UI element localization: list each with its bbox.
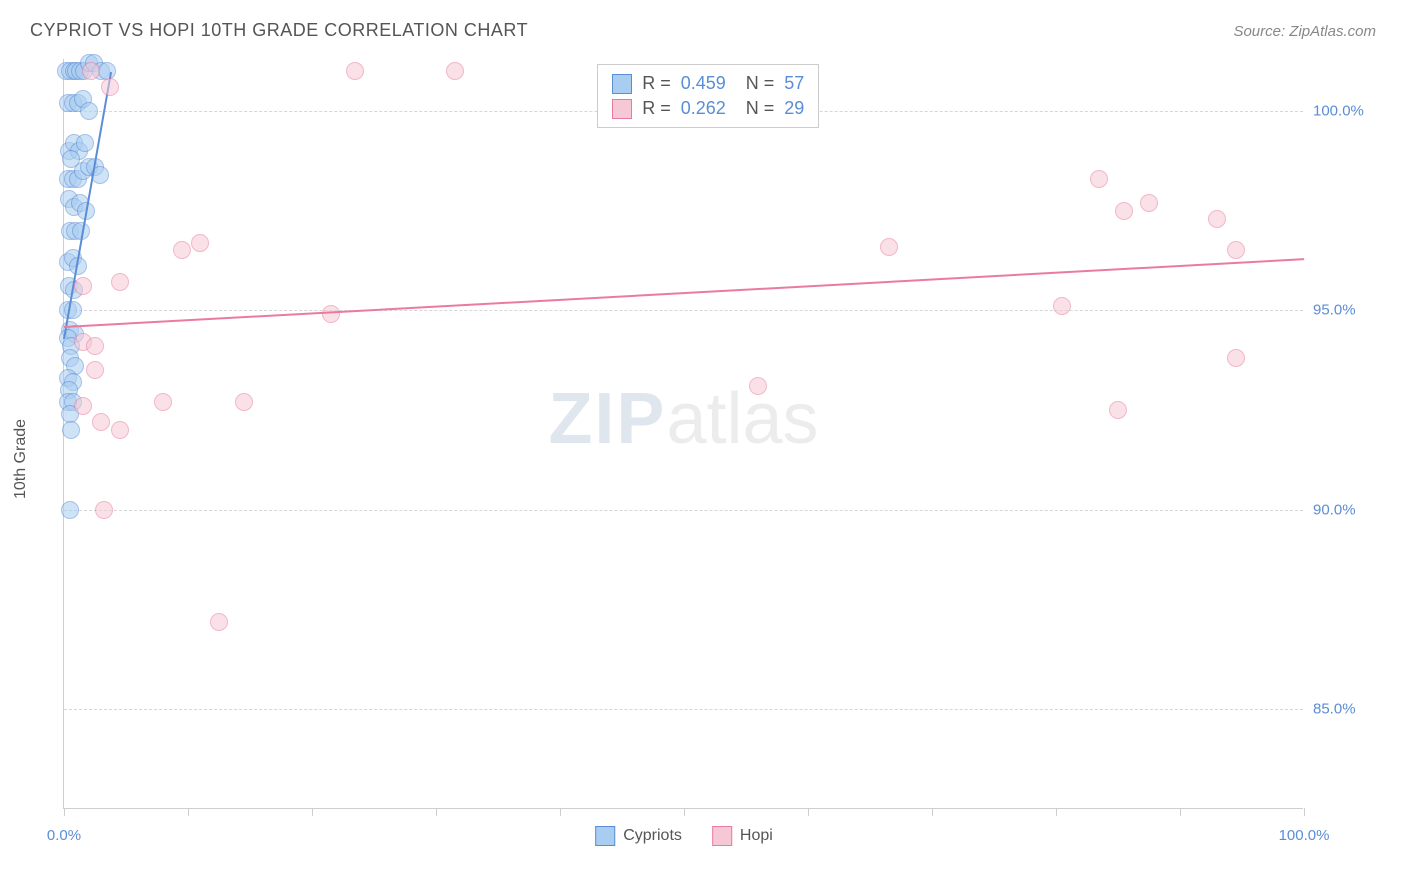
xtick bbox=[560, 808, 561, 816]
xtick-label: 100.0% bbox=[1279, 827, 1330, 844]
xtick bbox=[932, 808, 933, 816]
chart-title: CYPRIOT VS HOPI 10TH GRADE CORRELATION C… bbox=[30, 20, 528, 41]
xtick bbox=[64, 808, 65, 816]
data-point bbox=[191, 234, 209, 252]
data-point bbox=[235, 393, 253, 411]
data-point bbox=[880, 238, 898, 256]
legend-swatch bbox=[612, 74, 632, 94]
data-point bbox=[1227, 349, 1245, 367]
data-point bbox=[82, 62, 100, 80]
xtick bbox=[808, 808, 809, 816]
legend-label: Hopi bbox=[740, 827, 773, 845]
ytick-label: 85.0% bbox=[1313, 701, 1373, 718]
data-point bbox=[1053, 297, 1071, 315]
xtick bbox=[436, 808, 437, 816]
data-point bbox=[1115, 202, 1133, 220]
legend-swatch bbox=[595, 826, 615, 846]
stat-n-label: N = bbox=[746, 98, 775, 119]
stats-legend: R = 0.459 N = 57 R = 0.262 N = 29 bbox=[597, 64, 819, 128]
stat-n-value: 57 bbox=[784, 73, 804, 94]
stat-r-value: 0.459 bbox=[681, 73, 726, 94]
y-axis-label: 10th Grade bbox=[12, 419, 30, 499]
legend-item: Hopi bbox=[712, 826, 773, 846]
stat-n-label: N = bbox=[746, 73, 775, 94]
xtick bbox=[1304, 808, 1305, 816]
data-point bbox=[1140, 194, 1158, 212]
stat-r-value: 0.262 bbox=[681, 98, 726, 119]
stats-row: R = 0.459 N = 57 bbox=[612, 71, 804, 96]
legend-swatch bbox=[612, 99, 632, 119]
xtick bbox=[188, 808, 189, 816]
gridline bbox=[64, 510, 1303, 511]
data-point bbox=[111, 273, 129, 291]
legend-item: Cypriots bbox=[595, 826, 682, 846]
gridline bbox=[64, 709, 1303, 710]
xtick-label: 0.0% bbox=[47, 827, 81, 844]
data-point bbox=[76, 134, 94, 152]
stat-r-label: R = bbox=[642, 73, 671, 94]
data-point bbox=[101, 78, 119, 96]
data-point bbox=[86, 361, 104, 379]
watermark: ZIPatlas bbox=[548, 378, 818, 460]
data-point bbox=[210, 613, 228, 631]
data-point bbox=[749, 377, 767, 395]
stat-r-label: R = bbox=[642, 98, 671, 119]
xtick bbox=[1180, 808, 1181, 816]
data-point bbox=[92, 413, 110, 431]
data-point bbox=[80, 102, 98, 120]
data-point bbox=[1090, 170, 1108, 188]
legend-swatch bbox=[712, 826, 732, 846]
data-point bbox=[322, 305, 340, 323]
data-point bbox=[346, 62, 364, 80]
source-label: Source: ZipAtlas.com bbox=[1233, 23, 1376, 40]
data-point bbox=[111, 421, 129, 439]
legend-label: Cypriots bbox=[623, 827, 682, 845]
data-point bbox=[74, 397, 92, 415]
gridline bbox=[64, 310, 1303, 311]
plot-area: ZIPatlas 100.0%95.0%90.0%85.0%0.0%100.0%… bbox=[63, 59, 1303, 809]
data-point bbox=[1227, 241, 1245, 259]
trend-line bbox=[64, 258, 1304, 328]
data-point bbox=[95, 501, 113, 519]
ytick-label: 100.0% bbox=[1313, 102, 1373, 119]
ytick-label: 95.0% bbox=[1313, 302, 1373, 319]
data-point bbox=[74, 277, 92, 295]
chart-container: 10th Grade ZIPatlas 100.0%95.0%90.0%85.0… bbox=[13, 49, 1393, 869]
data-point bbox=[62, 421, 80, 439]
data-point bbox=[173, 241, 191, 259]
data-point bbox=[154, 393, 172, 411]
data-point bbox=[86, 337, 104, 355]
data-point bbox=[1109, 401, 1127, 419]
xtick bbox=[684, 808, 685, 816]
data-point bbox=[61, 501, 79, 519]
ytick-label: 90.0% bbox=[1313, 501, 1373, 518]
data-point bbox=[446, 62, 464, 80]
stat-n-value: 29 bbox=[784, 98, 804, 119]
xtick bbox=[312, 808, 313, 816]
data-point bbox=[1208, 210, 1226, 228]
xtick bbox=[1056, 808, 1057, 816]
stats-row: R = 0.262 N = 29 bbox=[612, 96, 804, 121]
bottom-legend: Cypriots Hopi bbox=[595, 826, 773, 846]
